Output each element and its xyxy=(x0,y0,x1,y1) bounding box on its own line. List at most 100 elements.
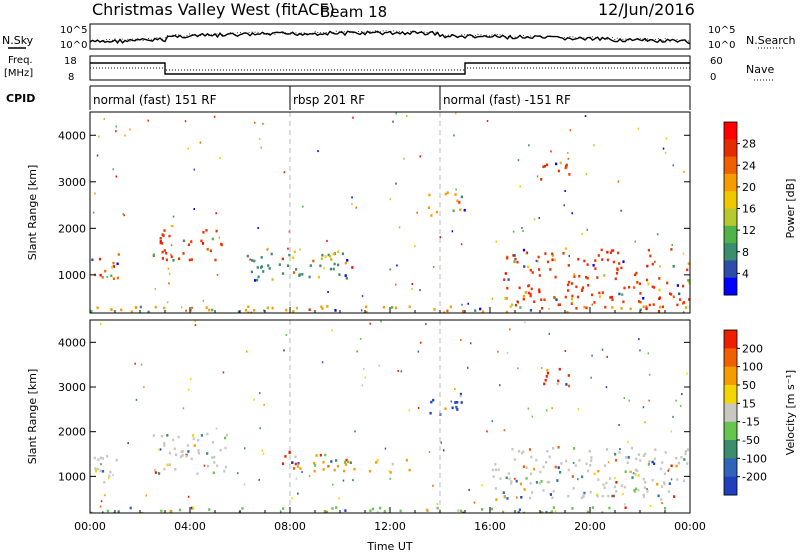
noise-speck xyxy=(356,350,358,353)
noise-speck xyxy=(243,483,246,486)
echo-cell xyxy=(573,447,576,450)
echo-cell xyxy=(540,298,543,301)
colorbar-swatch xyxy=(724,403,737,423)
noise-speck xyxy=(166,301,169,304)
noise-speck xyxy=(453,134,455,137)
noise-speck xyxy=(249,258,251,261)
echo-cell xyxy=(633,273,637,277)
echo-cell xyxy=(256,266,259,269)
echo-cell xyxy=(506,497,509,500)
echo-cell xyxy=(456,401,459,404)
echo-cell xyxy=(593,472,596,476)
echo-cell xyxy=(555,298,558,301)
noise-speck xyxy=(170,253,172,256)
echo-cell xyxy=(518,286,521,290)
echo-cell xyxy=(324,453,327,457)
noise-speck xyxy=(194,320,196,323)
echo-cell xyxy=(147,310,150,313)
echo-cell xyxy=(598,295,602,298)
colorbar-tick-label: 200 xyxy=(742,342,763,355)
echo-cell xyxy=(344,274,347,277)
noise-speck xyxy=(203,464,206,467)
echo-cell xyxy=(106,509,109,513)
echo-cell xyxy=(580,496,583,500)
noise-speck xyxy=(122,213,124,216)
noise-left-top-tick: 10^5 xyxy=(60,25,87,36)
echo-region xyxy=(491,446,690,501)
noise-speck xyxy=(96,154,99,157)
echo-cell xyxy=(686,268,689,272)
echo-cell xyxy=(506,256,509,260)
echo-cell xyxy=(336,464,340,468)
noise-speck xyxy=(568,255,570,257)
noise-speck xyxy=(585,172,588,175)
echo-cell xyxy=(494,463,497,466)
echo-cell xyxy=(642,495,645,498)
noise-speck xyxy=(103,118,105,120)
echo-cell xyxy=(545,461,548,464)
echo-cell xyxy=(597,469,600,473)
echo-cell xyxy=(389,471,392,474)
nsearch-label: N.Search xyxy=(746,34,796,47)
echo-region xyxy=(90,506,667,513)
echo-cell xyxy=(551,252,554,256)
echo-cell xyxy=(668,482,671,485)
echo-cell xyxy=(651,478,654,482)
echo-region xyxy=(246,252,354,282)
x-tick-label: 00:00 xyxy=(74,520,106,533)
noise-speck xyxy=(461,303,463,306)
noise-speck xyxy=(359,337,362,340)
echo-cell xyxy=(545,375,548,378)
echo-cell xyxy=(308,308,311,311)
echo-cell xyxy=(565,459,568,463)
echo-cell xyxy=(559,471,562,474)
echo-cell xyxy=(612,494,615,498)
panel-frame xyxy=(89,111,691,314)
echo-cell xyxy=(582,495,585,499)
echo-cell xyxy=(627,456,630,459)
noise-speck xyxy=(428,451,431,453)
echo-cell xyxy=(543,164,547,168)
noise-speck xyxy=(654,260,656,263)
echo-cell xyxy=(408,468,411,472)
echo-cell xyxy=(538,274,541,277)
noise-speck xyxy=(682,311,685,313)
echo-cell xyxy=(622,300,625,304)
noise-speck xyxy=(279,510,282,513)
echo-cell xyxy=(333,468,336,472)
noise-speck xyxy=(439,236,441,239)
echo-cell xyxy=(251,259,254,262)
noise-speck xyxy=(506,352,509,355)
echo-region xyxy=(543,367,571,388)
echo-cell xyxy=(533,300,536,303)
echo-cell xyxy=(523,488,526,491)
echo-cell xyxy=(539,470,542,474)
echo-cell xyxy=(628,285,631,289)
noise-speck xyxy=(283,171,286,174)
noise-speck xyxy=(376,511,379,513)
echo-cell xyxy=(510,480,513,483)
echo-cell xyxy=(268,267,271,270)
scatter-cells xyxy=(90,112,690,313)
noise-speck xyxy=(491,297,494,300)
colorbar-tick-label: 100 xyxy=(742,361,763,374)
echo-cell xyxy=(592,264,595,267)
echo-cell xyxy=(296,465,300,468)
echo-cell xyxy=(200,239,203,243)
noise-speck xyxy=(569,129,571,132)
echo-cell xyxy=(446,309,449,313)
noise-speck xyxy=(295,477,298,480)
echo-cell xyxy=(460,401,463,404)
echo-cell xyxy=(345,458,348,462)
colorbar-label: Power [dB] xyxy=(784,179,797,239)
echo-cell xyxy=(647,463,650,466)
x-tick-label: 00:00 xyxy=(674,520,706,533)
echo-cell xyxy=(639,292,642,295)
echo-cell xyxy=(379,506,382,510)
echo-cell xyxy=(408,305,411,309)
echo-cell xyxy=(633,286,636,289)
echo-cell xyxy=(187,243,191,246)
echo-cell xyxy=(192,437,195,440)
date-label: 12/Jun/2016 xyxy=(598,0,695,19)
noise-speck xyxy=(440,441,442,444)
